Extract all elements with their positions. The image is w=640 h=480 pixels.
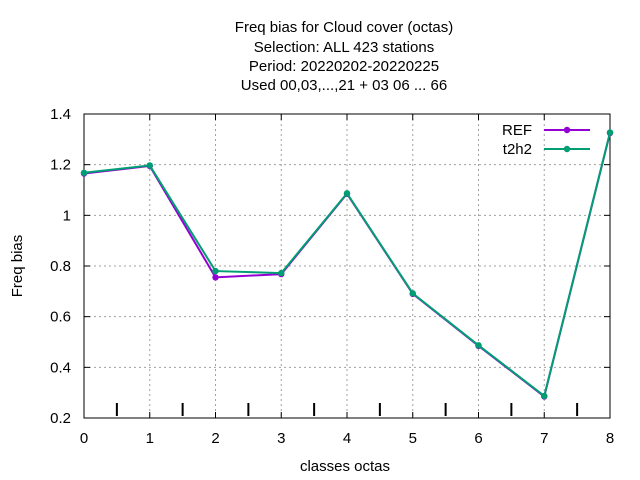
y-tick-label: 0.6	[50, 309, 71, 326]
x-tick-label: 5	[409, 430, 417, 447]
x-tick-label: 7	[540, 430, 548, 447]
title-line-4: Used 00,03,...,21 + 03 06 ... 66	[241, 77, 447, 94]
data-point	[80, 169, 88, 176]
x-tick-label: 0	[80, 430, 88, 447]
legend-entry: t2h2	[503, 141, 590, 158]
legend-marker	[563, 145, 571, 153]
series-group	[80, 129, 614, 400]
chart-title: Freq bias for Cloud cover (octas) Select…	[235, 19, 453, 94]
title-line-2: Selection: ALL 423 stations	[254, 39, 434, 56]
x-tick-label: 3	[277, 430, 285, 447]
x-tick-label: 6	[474, 430, 482, 447]
x-tick-label: 8	[606, 430, 614, 447]
data-point	[541, 392, 548, 400]
x-tick-label: 1	[146, 430, 154, 447]
title-line-3: Period: 20220202-20220225	[249, 58, 439, 75]
y-tick-label: 1	[63, 207, 71, 224]
minor-marks	[115, 403, 579, 416]
grid	[84, 114, 610, 418]
x-tick-label: 2	[211, 430, 219, 447]
data-point	[212, 274, 219, 281]
series-t2h2	[80, 129, 614, 400]
legend-entry: REF	[502, 122, 590, 139]
legend: REF t2h2	[502, 122, 590, 158]
y-tick-label: 0.8	[50, 258, 71, 275]
title-line-1: Freq bias for Cloud cover (octas)	[235, 19, 453, 36]
data-point	[606, 129, 614, 136]
y-tick-label: 1.2	[50, 157, 71, 174]
y-axis-label: Freq bias	[9, 235, 26, 298]
data-point	[409, 290, 416, 297]
x-tick-label: 4	[343, 430, 351, 447]
legend-label: t2h2	[503, 141, 532, 158]
y-axis-ticks: 0.2 0.4 0.6 0.8 1 1.2 1.4	[50, 106, 610, 427]
y-tick-label: 0.2	[50, 410, 71, 427]
legend-marker	[563, 126, 571, 134]
legend-label: REF	[502, 122, 532, 139]
y-tick-label: 0.4	[50, 359, 71, 376]
x-axis-ticks: 0 1 2 3 4 5 6 7 8	[80, 114, 614, 447]
x-axis-label: classes octas	[300, 458, 390, 475]
data-point	[212, 267, 219, 275]
data-point	[475, 342, 482, 349]
data-point	[343, 190, 351, 197]
data-point	[146, 162, 153, 169]
y-tick-label: 1.4	[50, 106, 71, 123]
data-point	[278, 269, 285, 277]
